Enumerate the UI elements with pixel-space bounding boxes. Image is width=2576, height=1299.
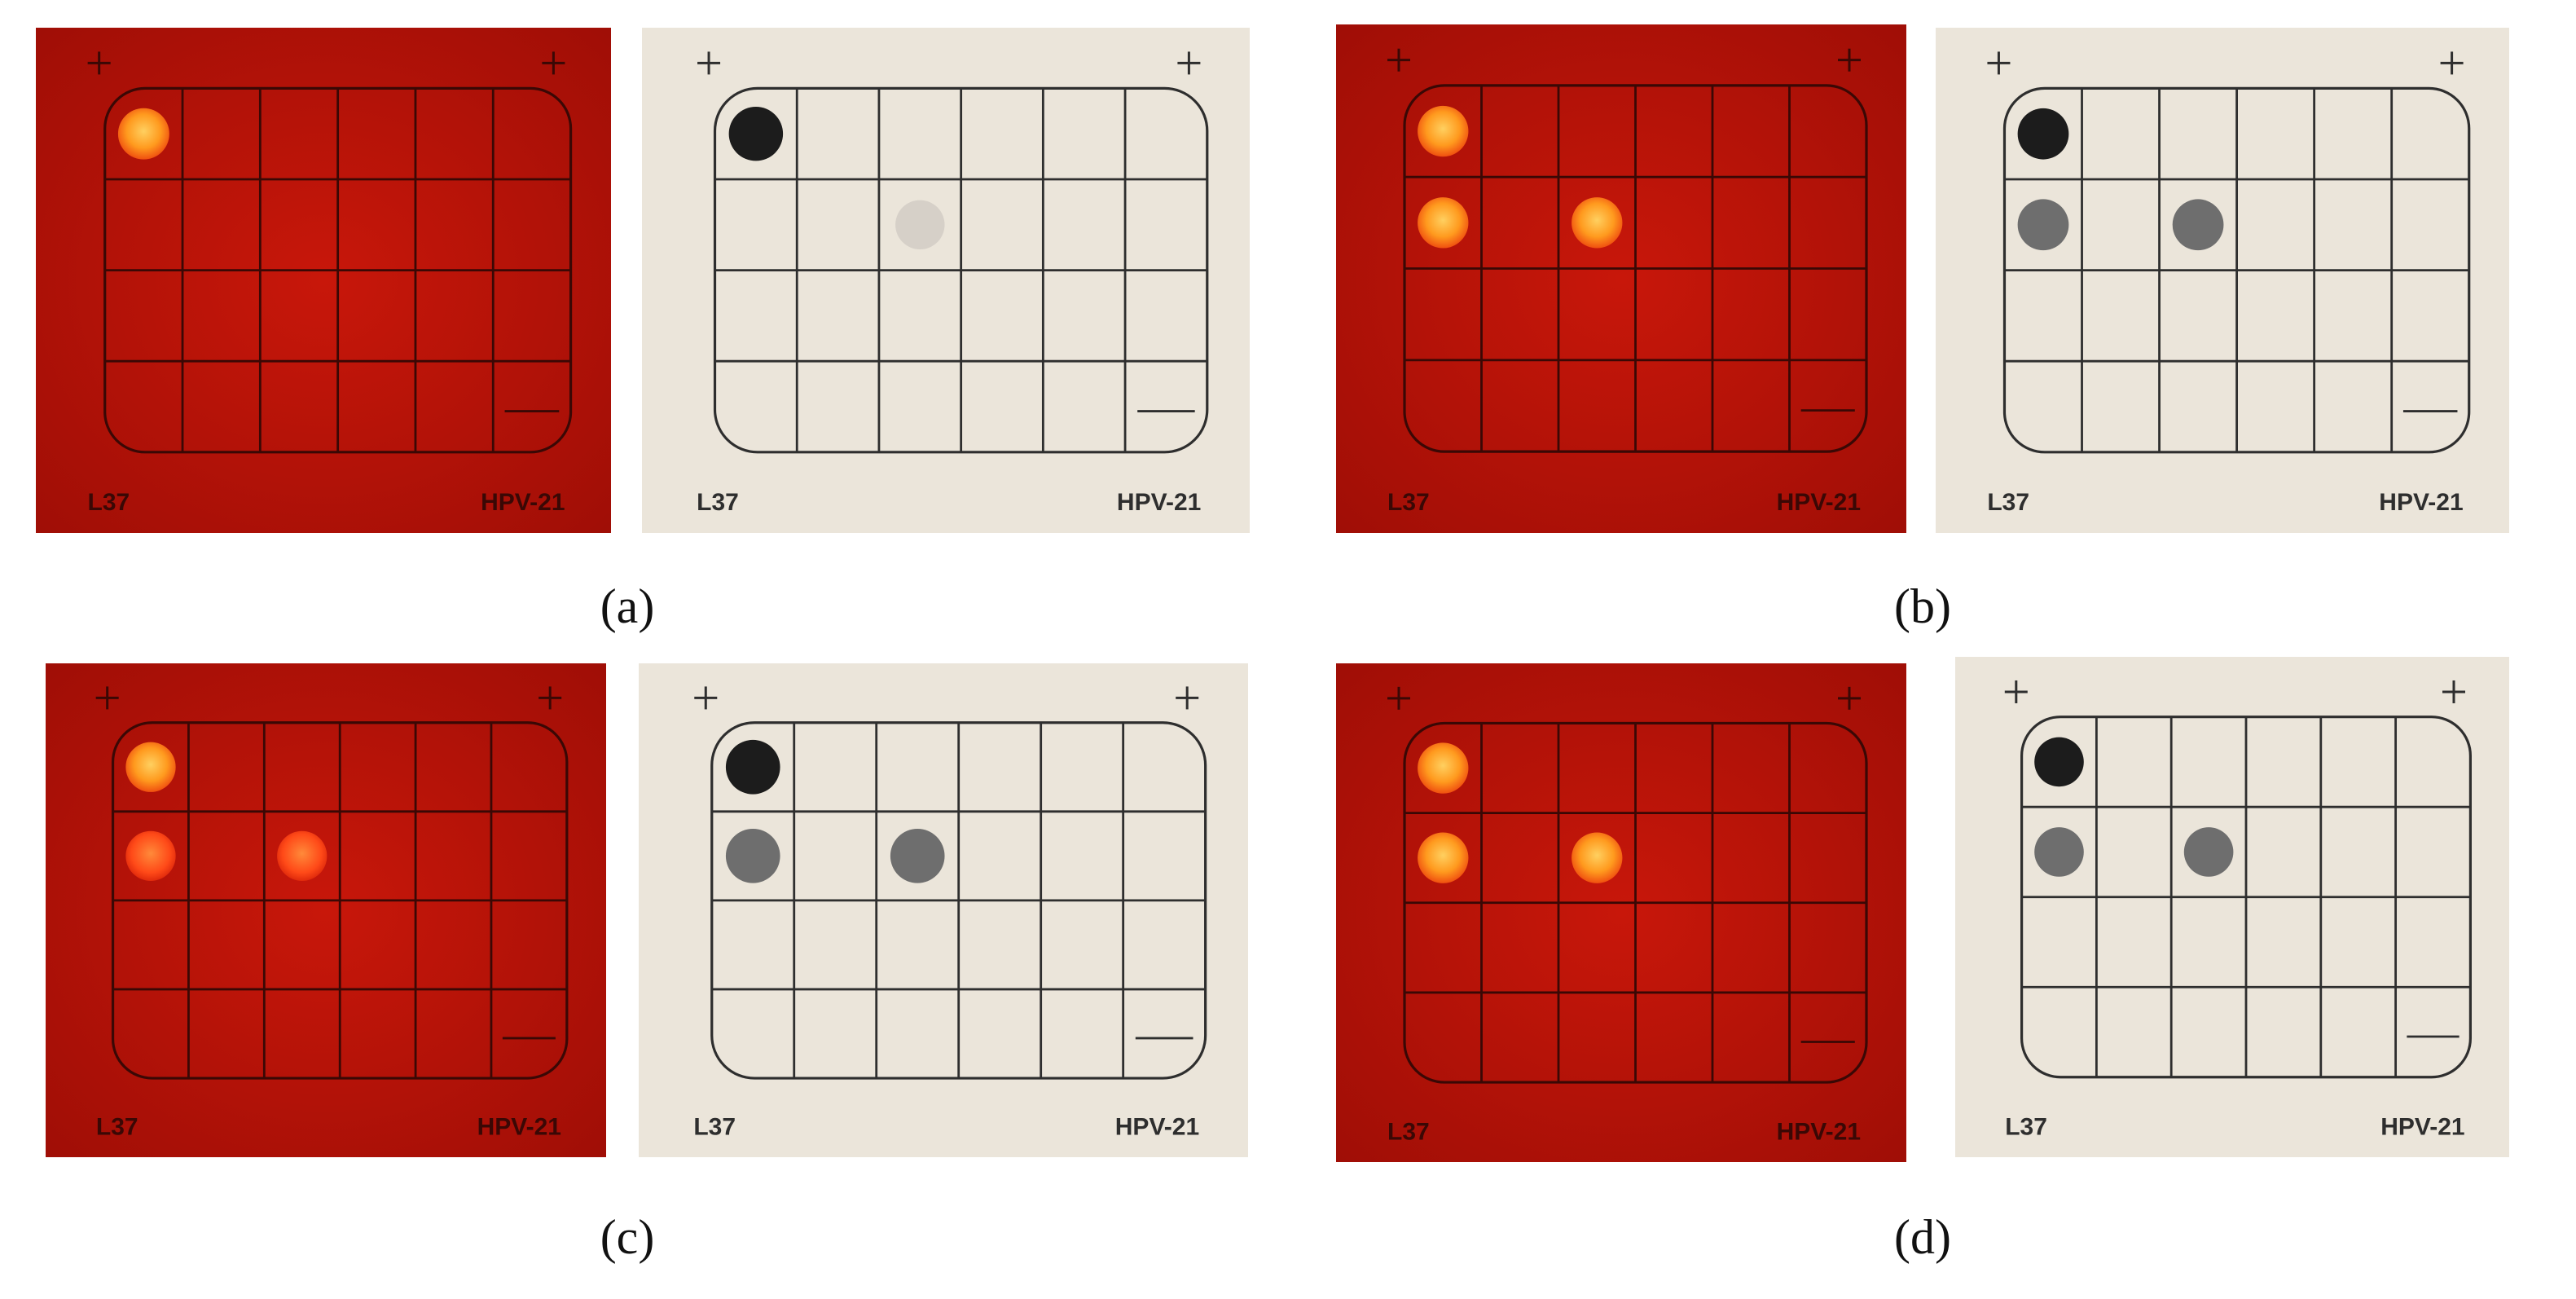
- card-background: [1936, 28, 2509, 533]
- panel-caption: (b): [1894, 579, 1951, 633]
- fluorescence-card: L37 HPV-21: [1336, 663, 1906, 1162]
- visible-card: L37 HPV-21: [642, 28, 1250, 533]
- panel: L37 HPV-21 L37 HPV-21 (c): [46, 663, 1248, 1264]
- panel-caption: (a): [600, 579, 655, 633]
- card-background: [36, 28, 611, 533]
- card-left-label: L37: [1387, 489, 1430, 516]
- test-spot: [2017, 108, 2069, 160]
- test-spot: [1418, 832, 1469, 883]
- card-left-label: L37: [693, 1114, 736, 1141]
- test-spot: [117, 108, 169, 160]
- test-spot: [1418, 742, 1469, 794]
- fluorescence-card: L37 HPV-21: [36, 28, 611, 533]
- visible-card: L37 HPV-21: [1955, 657, 2509, 1157]
- test-spot: [125, 742, 176, 792]
- test-spot: [125, 830, 176, 881]
- card-background: [639, 663, 1248, 1157]
- test-spot: [2017, 199, 2069, 251]
- test-spot: [1572, 832, 1623, 883]
- card-left-label: L37: [697, 489, 739, 516]
- card-left-label: L37: [88, 489, 130, 516]
- card-right-label: HPV-21: [1777, 489, 1861, 516]
- test-spot: [2183, 827, 2234, 877]
- test-spot: [728, 106, 784, 161]
- test-spot: [1418, 197, 1469, 249]
- panel: L37 HPV-21 L37 HPV-21 (d): [1336, 657, 2509, 1264]
- card-right-label: HPV-21: [2379, 489, 2463, 516]
- panel-caption: (c): [600, 1210, 655, 1264]
- card-left-label: L37: [96, 1114, 138, 1141]
- visible-card: L37 HPV-21: [1936, 28, 2509, 533]
- visible-card: L37 HPV-21: [639, 663, 1248, 1157]
- test-spot: [890, 829, 945, 883]
- card-right-label: HPV-21: [1115, 1114, 1199, 1141]
- card-left-label: L37: [2005, 1113, 2047, 1140]
- card-right-label: HPV-21: [1117, 489, 1201, 516]
- test-spot: [277, 830, 327, 881]
- card-left-label: L37: [1387, 1118, 1430, 1145]
- test-spot: [1418, 105, 1469, 157]
- card-background: [1955, 657, 2509, 1157]
- card-right-label: HPV-21: [1777, 1118, 1861, 1145]
- faint-spot: [895, 200, 945, 250]
- card-background: [642, 28, 1250, 533]
- fluorescence-card: L37 HPV-21: [46, 663, 606, 1157]
- card-right-label: HPV-21: [481, 489, 565, 516]
- panel: L37 HPV-21 L37 HPV-21 (a): [36, 28, 1250, 633]
- panel: L37 HPV-21 L37 HPV-21 (b): [1336, 24, 2509, 633]
- panel-caption: (d): [1894, 1210, 1951, 1264]
- test-spot: [725, 739, 780, 795]
- card-right-label: HPV-21: [2380, 1113, 2464, 1140]
- test-spot: [2172, 199, 2224, 251]
- card-background: [1336, 24, 1906, 533]
- card-right-label: HPV-21: [477, 1114, 561, 1141]
- test-spot: [2034, 827, 2084, 877]
- card-background: [46, 663, 606, 1157]
- fluorescence-card: L37 HPV-21: [1336, 24, 1906, 533]
- test-spot: [2034, 737, 2084, 787]
- test-spot: [1572, 197, 1623, 249]
- test-spot: [725, 829, 780, 883]
- card-left-label: L37: [1987, 489, 2029, 516]
- card-background: [1336, 663, 1906, 1162]
